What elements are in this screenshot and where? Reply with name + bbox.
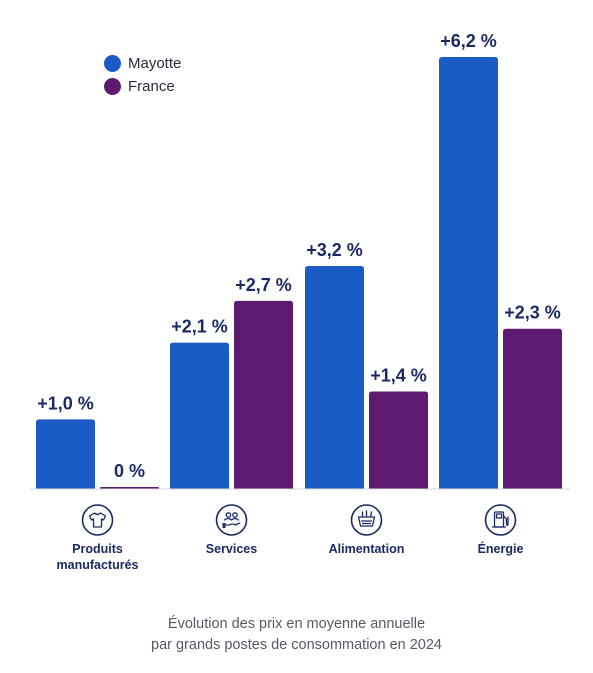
legend-item-mayotte: Mayotte xyxy=(104,52,181,74)
category-label-energie-line-1: Énergie xyxy=(478,541,524,556)
category-label-produits-manufactures-line-1: Produits xyxy=(72,542,123,556)
legend-swatch-mayotte xyxy=(104,54,121,72)
value-label-france-produits-manufactures: 0 % xyxy=(114,461,145,481)
bar-mayotte-energie xyxy=(439,57,498,489)
category-label-alimentation-line-1: Alimentation xyxy=(329,542,405,556)
shopping-basket-icon xyxy=(350,504,383,536)
value-label-france-energie: +2,3 % xyxy=(504,303,561,323)
legend-label-mayotte: Mayotte xyxy=(128,54,182,72)
value-label-mayotte-energie: +6,2 % xyxy=(440,31,497,51)
value-label-france-services: +2,7 % xyxy=(235,275,292,295)
value-label-mayotte-services: +2,1 % xyxy=(171,317,228,337)
legend-item-france: France xyxy=(104,75,181,97)
tshirt-icon xyxy=(81,504,114,536)
bar-mayotte-services xyxy=(170,342,229,489)
people-service-icon xyxy=(215,504,248,536)
category-icons-group xyxy=(81,504,517,536)
fuel-pump-icon xyxy=(484,504,517,536)
bars-group xyxy=(36,57,562,489)
caption-line-1: Évolution des prix en moyenne annuelle xyxy=(167,616,426,632)
bar-france-energie xyxy=(503,328,562,489)
category-label-produits-manufactures-line-2: manufacturés xyxy=(57,558,139,572)
bar-mayotte-produits-manufactures xyxy=(36,419,95,489)
bar-france-alimentation xyxy=(369,391,428,489)
bar-france-services xyxy=(234,300,293,489)
caption-line-2: par grands postes de consommation en 202… xyxy=(151,637,442,653)
legend-label-france: France xyxy=(128,77,175,95)
value-label-mayotte-alimentation: +3,2 % xyxy=(306,240,363,260)
legend: Mayotte France xyxy=(104,52,181,98)
bar-mayotte-alimentation xyxy=(305,266,364,489)
value-label-france-alimentation: +1,4 % xyxy=(370,365,427,385)
category-labels-group: Produits manufacturés Services Alimentation… xyxy=(57,541,524,572)
chart-caption: Évolution des prix en moyenne annuelle p… xyxy=(0,614,593,656)
value-labels-group: +1,0 % 0 % +2,1 % +2,7 % +3,2 % +1,4 % +6,2 % +… xyxy=(37,31,561,481)
category-label-services-line-1: Services xyxy=(206,542,257,556)
legend-swatch-france xyxy=(104,77,121,95)
value-label-mayotte-produits-manufactures: +1,0 % xyxy=(37,393,94,413)
